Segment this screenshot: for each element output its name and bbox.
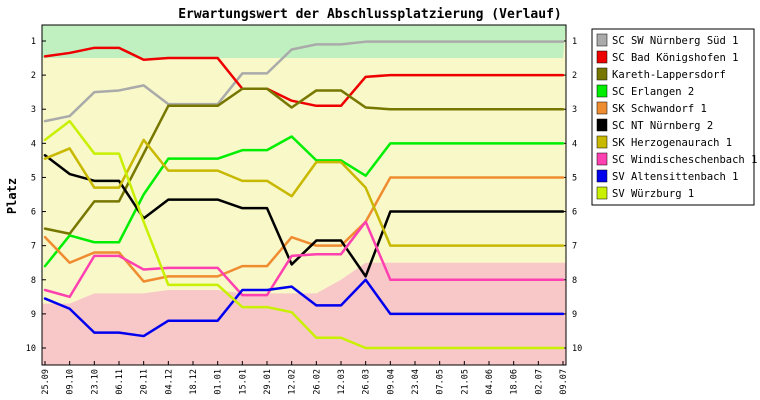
legend-swatch [596,152,608,166]
y-tick-label: 10 [26,344,36,354]
x-tick-label: 12.02 [288,369,298,395]
legend-label: SV Altensittenbach 1 [612,171,738,183]
legend-label: Kareth-Lappersdorf [612,69,726,81]
series-line-4 [43,135,565,268]
y-tick-label: 7 [31,242,36,252]
y-tick-label: 6 [31,208,36,218]
x-tick-label: 01.01 [214,369,224,395]
y-tick-label-right: 8 [572,276,577,286]
series-line-1 [43,40,565,123]
y-tick-label-right: 1 [572,37,577,47]
legend-swatch [596,101,608,115]
series-line-5 [43,176,565,283]
x-tick-label: 04.12 [164,369,174,395]
series-line-6 [43,154,565,278]
series-line-8 [43,220,565,299]
x-tick-label: 09.10 [66,369,76,395]
legend: SC SW Nürnberg Süd 1 SC Bad Königshofen 1… [591,28,757,206]
legend-swatch [596,50,608,64]
x-tick-label: 09.07 [559,369,569,395]
y-tick-label: 2 [31,71,36,81]
x-tick-label: 18.12 [189,369,199,395]
legend-label: SC SW Nürnberg Süd 1 [612,35,738,47]
y-tick-label-right: 2 [572,71,577,81]
x-tick-label: 07.05 [436,369,446,395]
y-tick-label-right: 9 [572,310,577,320]
y-tick-label-right: 7 [572,242,577,252]
x-tick-label: 04.06 [485,369,495,395]
y-tick-label-right: 4 [572,139,577,149]
legend-label: SK Schwandorf 1 [612,103,707,115]
x-tick-label: 18.06 [510,369,520,395]
y-ticks-left: 1 2 3 4 5 6 7 8 9 10 [26,37,46,354]
series-line-9 [43,278,565,338]
x-ticks: 25.09 09.10 23.10 06.11 20.11 04.12 18.12 01.01… [41,361,569,395]
x-tick-label: 23.10 [90,369,100,395]
legend-swatch [596,84,608,98]
legend-label: SV Würzburg 1 [612,188,694,200]
y-tick-label: 5 [31,173,36,183]
legend-swatch [596,33,608,47]
legend-label: SC Windischeschenbach 1 [612,154,757,166]
y-tick-label: 4 [31,139,36,149]
plot-frame [41,24,567,366]
legend-box [591,28,755,206]
legend-swatch [596,169,608,183]
y-tick-label-right: 5 [572,173,577,183]
legend-swatch [596,118,608,132]
zone-bottom [42,262,566,365]
legend-swatch [596,67,608,81]
x-tick-label: 21.05 [460,369,470,395]
x-tick-label: 20.11 [140,369,150,395]
legend-label: SC Erlangen 2 [612,86,694,98]
x-tick-label: 02.07 [534,369,544,395]
legend-label: SC Bad Königshofen 1 [612,52,738,64]
y-tick-label-right: 3 [572,105,577,115]
x-tick-label: 12.03 [337,369,347,395]
y-tick-label: 1 [31,37,36,47]
x-tick-label: 26.02 [312,369,322,395]
legend-swatch [596,135,608,149]
y-tick-label-right: 10 [572,344,582,354]
x-tick-label: 09.04 [386,369,396,395]
y-tick-label: 3 [31,105,36,115]
zone-top [42,25,566,59]
y-tick-label: 8 [31,276,36,286]
y-axis-label: Platz [5,178,19,214]
y-tick-label-right: 6 [572,208,577,218]
x-tick-label: 23.04 [411,369,421,395]
x-tick-label: 25.09 [41,369,51,395]
x-tick-label: 15.01 [238,369,248,395]
y-ticks-right: 1 2 3 4 5 6 7 8 9 10 [562,37,582,354]
x-tick-label: 06.11 [115,369,125,395]
series-line-10 [43,119,565,350]
series-lines [43,40,565,350]
legend-swatch [596,186,608,200]
x-tick-label: 26.03 [362,369,372,395]
series-line-2 [43,46,565,108]
x-tick-label: 29.01 [263,369,273,395]
series-line-7 [43,138,565,247]
legend-label: SC NT Nürnberg 2 [612,120,713,132]
chart-title: Erwartungswert der Abschlussplatzierung … [178,7,562,22]
legend-label: SK Herzogenaurach 1 [612,137,732,149]
y-tick-label: 9 [31,310,36,320]
series-line-3 [43,87,565,235]
